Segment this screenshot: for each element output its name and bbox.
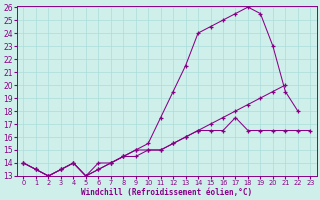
X-axis label: Windchill (Refroidissement éolien,°C): Windchill (Refroidissement éolien,°C) (81, 188, 252, 197)
